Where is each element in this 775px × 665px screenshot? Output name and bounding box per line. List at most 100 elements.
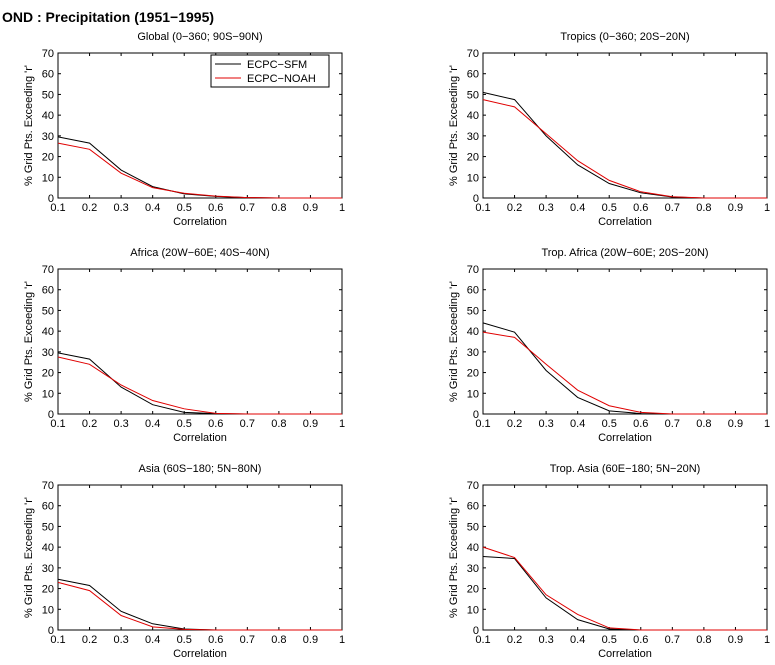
- x-tick-label: 0.9: [303, 634, 318, 646]
- y-tick-label: 30: [467, 131, 479, 143]
- x-tick-label: 0.1: [50, 202, 65, 214]
- plot-frame: [482, 484, 768, 631]
- y-axis-label: % Grid Pts. Exceeding 'r': [448, 65, 460, 186]
- legend: ECPC−SFM ECPC−NOAH: [210, 54, 330, 88]
- x-tick-label: 0.5: [602, 418, 617, 430]
- x-tick-label: 0.9: [303, 418, 318, 430]
- x-tick-label: 0.4: [145, 202, 160, 214]
- x-tick-label: 0.2: [507, 202, 522, 214]
- x-tick-label: 0.2: [507, 418, 522, 430]
- y-tick-label: 70: [42, 264, 54, 276]
- x-tick-label: 0.1: [50, 634, 65, 646]
- chart-title: Trop. Africa (20W−60E; 20S−20N): [541, 247, 708, 259]
- y-tick-label: 60: [467, 285, 479, 297]
- y-tick-label: 40: [467, 326, 479, 338]
- x-tick-label: 0.6: [633, 202, 648, 214]
- figure-title: OND : Precipitation (1951−1995): [2, 9, 215, 25]
- y-axis-label: % Grid Pts. Exceeding 'r': [23, 497, 35, 618]
- y-tick-label: 0: [48, 409, 54, 421]
- y-tick-label: 50: [42, 89, 54, 101]
- x-tick-label: 0.7: [240, 202, 255, 214]
- y-tick-label: 40: [467, 110, 479, 122]
- y-tick-label: 30: [42, 563, 54, 575]
- x-tick-label: 0.4: [570, 202, 585, 214]
- y-tick-label: 0: [473, 625, 479, 637]
- y-tick-label: 0: [473, 193, 479, 205]
- series-line-ecpc-noah: [482, 331, 767, 415]
- x-tick-label: 0.8: [271, 202, 286, 214]
- y-tick-label: 70: [42, 48, 54, 60]
- legend-label: ECPC−SFM: [247, 59, 307, 71]
- y-tick-label: 70: [42, 480, 54, 492]
- x-tick-label: 0.2: [82, 418, 97, 430]
- y-tick-label: 10: [467, 388, 479, 400]
- y-tick-label: 10: [42, 172, 54, 184]
- y-tick-label: 10: [467, 172, 479, 184]
- y-tick-label: 60: [42, 501, 54, 513]
- series-line-ecpc-noah: [57, 142, 342, 199]
- y-tick-label: 20: [467, 368, 479, 380]
- y-tick-label: 10: [467, 604, 479, 616]
- x-tick-label: 0.1: [475, 202, 490, 214]
- x-tick-label: 0.2: [82, 634, 97, 646]
- legend-label: ECPC−NOAH: [247, 73, 316, 85]
- x-tick-label: 0.7: [240, 418, 255, 430]
- chart-panel-2: 0.1 0.2 0.3 0.4 0.5 0.6 0.7 0.8 0.9 1010203040506…: [448, 31, 770, 228]
- y-tick-label: 60: [467, 69, 479, 81]
- chart-panel-4: 0.1 0.2 0.3 0.4 0.5 0.6 0.7 0.8 0.9 1010203040506…: [448, 247, 770, 444]
- y-tick-label: 50: [467, 305, 479, 317]
- chart-title: Trop. Asia (60E−180; 5N−20N): [550, 463, 701, 475]
- x-tick-label: 1: [764, 418, 770, 430]
- series-line-ecpc-noah: [57, 581, 342, 631]
- series-line-ecpc-noah: [57, 356, 342, 415]
- chart-title: Africa (20W−60E; 40S−40N): [130, 247, 269, 259]
- y-tick-label: 20: [42, 368, 54, 380]
- x-tick-label: 0.6: [633, 634, 648, 646]
- y-axis-label: % Grid Pts. Exceeding 'r': [448, 281, 460, 402]
- x-tick-label: 0.6: [208, 634, 223, 646]
- x-tick-label: 0.9: [728, 202, 743, 214]
- y-tick-label: 30: [467, 347, 479, 359]
- x-tick-label: 0.1: [475, 418, 490, 430]
- x-tick-label: 0.8: [696, 634, 711, 646]
- chart-panel-5: 0.1 0.2 0.3 0.4 0.5 0.6 0.7 0.8 0.9 1010203040506…: [23, 463, 345, 660]
- y-tick-label: 10: [42, 388, 54, 400]
- y-tick-label: 40: [467, 542, 479, 554]
- plot-frame: [482, 52, 768, 199]
- chart-title: Global (0−360; 90S−90N): [137, 31, 262, 43]
- x-tick-label: 1: [764, 634, 770, 646]
- plot-frame: [482, 268, 768, 415]
- x-tick-label: 0.3: [113, 202, 128, 214]
- x-tick-label: 0.9: [728, 634, 743, 646]
- x-tick-label: 0.4: [145, 634, 160, 646]
- x-tick-label: 0.5: [177, 202, 192, 214]
- x-tick-label: 0.8: [696, 418, 711, 430]
- x-tick-label: 0.2: [82, 202, 97, 214]
- chart-panel-1: 0.1 0.2 0.3 0.4 0.5 0.6 0.7 0.8 0.9 1010203040506…: [23, 31, 345, 228]
- chart-title: Tropics (0−360; 20S−20N): [560, 31, 689, 43]
- y-tick-label: 50: [467, 89, 479, 101]
- y-tick-label: 20: [42, 584, 54, 596]
- x-tick-label: 0.1: [475, 634, 490, 646]
- y-tick-label: 30: [42, 131, 54, 143]
- y-tick-label: 50: [42, 305, 54, 317]
- x-tick-label: 0.3: [538, 634, 553, 646]
- x-axis-label: Correlation: [173, 216, 227, 228]
- plot-frame: [57, 484, 343, 631]
- x-tick-label: 1: [764, 202, 770, 214]
- y-tick-label: 30: [467, 563, 479, 575]
- y-tick-label: 70: [467, 48, 479, 60]
- x-tick-label: 0.6: [633, 418, 648, 430]
- x-axis-label: Correlation: [598, 432, 652, 444]
- x-tick-label: 0.5: [177, 418, 192, 430]
- x-tick-label: 0.9: [303, 202, 318, 214]
- y-tick-label: 20: [42, 152, 54, 164]
- x-tick-label: 0.1: [50, 418, 65, 430]
- y-tick-label: 0: [48, 193, 54, 205]
- x-axis-label: Correlation: [173, 432, 227, 444]
- series-line-ecpc-noah: [482, 546, 767, 631]
- series-line-ecpc-noah: [482, 99, 767, 199]
- y-tick-label: 40: [42, 542, 54, 554]
- x-axis-label: Correlation: [598, 216, 652, 228]
- y-tick-label: 0: [473, 409, 479, 421]
